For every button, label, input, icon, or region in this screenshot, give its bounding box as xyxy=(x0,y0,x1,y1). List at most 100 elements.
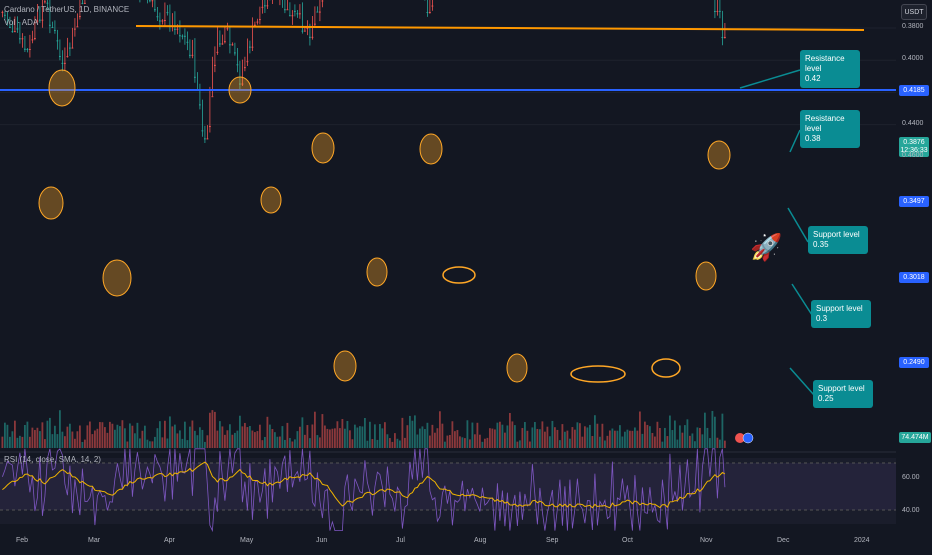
volume-bar xyxy=(51,434,54,448)
volume-bar xyxy=(546,426,549,448)
touch-ellipse xyxy=(651,358,681,378)
touch-ellipse xyxy=(442,266,476,284)
candle-body xyxy=(84,2,86,4)
volume-bar xyxy=(264,436,266,448)
volume-bar xyxy=(486,437,489,448)
callout-value: 0.25 xyxy=(818,394,834,403)
volume-bar xyxy=(541,421,544,448)
candle-body xyxy=(216,51,219,53)
volume-bar xyxy=(709,438,711,448)
volume-bar xyxy=(171,426,174,448)
volume-bar xyxy=(699,427,701,448)
x-axis-tick: May xyxy=(240,537,254,544)
volume-bar xyxy=(371,439,374,448)
volume-bar xyxy=(289,437,291,448)
volume-bar xyxy=(151,441,154,448)
touch-circle xyxy=(707,140,731,170)
countdown-value: 12:36:33 xyxy=(900,147,928,154)
candle-body xyxy=(321,0,324,2)
callout-support-025[interactable]: Support level 0.25 xyxy=(813,380,873,408)
volume-bar xyxy=(204,441,206,448)
volume-bar xyxy=(336,421,339,448)
y-axis-tick: 0.4400 xyxy=(902,119,924,127)
x-axis-tick: Apr xyxy=(164,537,175,544)
volume-bar xyxy=(241,426,244,448)
volume-bar xyxy=(391,441,394,448)
volume-bar xyxy=(416,434,419,448)
volume-bar xyxy=(359,426,361,448)
volume-bar xyxy=(369,421,371,448)
volume-bar xyxy=(674,420,676,448)
volume-bar xyxy=(56,434,59,448)
volume-bar xyxy=(26,421,29,448)
candle-body xyxy=(59,55,61,57)
volume-bar xyxy=(316,435,319,448)
candle-body xyxy=(236,64,239,66)
volume-bar xyxy=(454,431,456,448)
volume-bar xyxy=(276,436,279,448)
volume-bar xyxy=(499,421,501,448)
volume-bar xyxy=(511,421,514,448)
volume-bar xyxy=(44,439,46,448)
volume-bar xyxy=(376,439,379,448)
volume-bar xyxy=(404,437,406,448)
volume-bar xyxy=(31,427,34,448)
volume-bar xyxy=(616,430,619,448)
volume-bar xyxy=(701,434,704,448)
currency-button[interactable]: USDT xyxy=(901,4,927,20)
candle-body xyxy=(79,16,81,18)
candle-body xyxy=(184,35,186,37)
candle-body xyxy=(51,27,54,29)
volume-bar xyxy=(131,425,134,448)
volume-bar xyxy=(139,438,141,448)
volume-bar xyxy=(669,415,671,448)
touch-circle xyxy=(366,257,388,287)
candle-body xyxy=(154,9,156,11)
x-axis-tick: Aug xyxy=(474,537,487,544)
rsi-axis-tick: 40.00 xyxy=(902,507,920,514)
symbol-title[interactable]: Cardano / TetherUS, 1D, BINANCE xyxy=(4,5,130,14)
x-axis-tick: Dec xyxy=(777,537,790,544)
candle-body xyxy=(296,13,299,15)
volume-bar xyxy=(239,415,241,448)
candle-body xyxy=(31,39,34,41)
candle-body xyxy=(431,5,434,7)
volume-bar xyxy=(1,436,4,448)
rsi-band xyxy=(0,463,896,510)
candle-body xyxy=(9,26,11,28)
candle-body xyxy=(189,54,191,56)
y-axis-tick: 0.4600 xyxy=(902,151,924,159)
volume-bar xyxy=(306,425,309,448)
volume-bar xyxy=(324,425,326,448)
touch-circle xyxy=(695,261,717,291)
callout-support-035[interactable]: Support level 0.35 xyxy=(808,226,868,254)
candle-body xyxy=(16,28,19,30)
x-axis-tick: Oct xyxy=(622,537,633,544)
candle-body xyxy=(81,2,84,4)
candle-body xyxy=(49,24,51,26)
volume-bar xyxy=(16,437,19,448)
callout-resistance-042[interactable]: Resistance level 0.42 xyxy=(800,50,860,88)
volume-bar xyxy=(571,427,574,448)
volume-bar xyxy=(379,424,381,448)
volume-bar xyxy=(611,428,614,448)
flag-icon xyxy=(742,432,754,444)
callout-resistance-038[interactable]: Resistance level 0.38 xyxy=(800,110,860,148)
volume-bar xyxy=(446,435,449,448)
candle-body xyxy=(204,138,206,140)
volume-bar xyxy=(689,435,691,448)
volume-bar xyxy=(439,411,441,448)
volume-bar xyxy=(341,419,344,448)
volume-bar xyxy=(661,441,664,448)
volume-bar xyxy=(531,427,534,448)
volume-bar xyxy=(99,422,101,448)
volume-bar xyxy=(36,427,39,448)
volume-bar xyxy=(101,422,104,448)
candle-body xyxy=(24,48,26,50)
callout-support-030[interactable]: Support level 0.3 xyxy=(811,300,871,328)
volume-bar xyxy=(601,423,604,448)
volume-bar xyxy=(21,436,24,448)
volume-bar xyxy=(269,424,271,448)
